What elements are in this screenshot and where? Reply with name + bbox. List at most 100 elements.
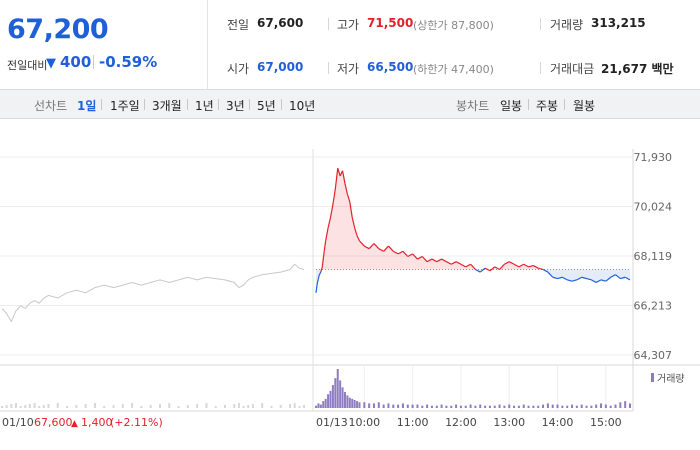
volume-bar-prev-day xyxy=(19,406,22,408)
compare-value: 400 xyxy=(60,53,92,71)
price-segment xyxy=(562,276,568,281)
price-segment xyxy=(542,268,549,273)
volume-bar xyxy=(416,404,419,408)
price-segment xyxy=(576,276,582,281)
area-segment xyxy=(335,168,338,270)
volume-bar-prev-day xyxy=(279,405,282,408)
tab-daily-candle[interactable]: 일봉 xyxy=(500,99,523,113)
y-tick-label: 70,024 xyxy=(634,201,673,214)
area-segment xyxy=(591,269,597,283)
volume-bar xyxy=(484,405,487,408)
prev-close-value: 67,600 xyxy=(257,16,304,30)
volume-bar xyxy=(392,404,395,408)
volume-bar xyxy=(368,403,371,408)
price-segment xyxy=(373,243,380,250)
area-segment xyxy=(417,256,423,270)
price-segment xyxy=(383,245,389,252)
volume-bar-prev-day xyxy=(42,405,45,408)
price-segment xyxy=(610,274,616,278)
area-segment xyxy=(332,188,336,270)
tab-monthly-candle[interactable]: 월봉 xyxy=(573,99,596,113)
volume-bar-prev-day xyxy=(10,404,13,408)
price-segment xyxy=(316,274,320,283)
volume-bar-prev-day xyxy=(186,405,189,408)
area-segment xyxy=(359,240,365,270)
volume-bar xyxy=(401,403,404,408)
volume-bar xyxy=(522,404,525,408)
price-segment xyxy=(620,276,626,280)
volume-bar xyxy=(629,403,631,408)
upper-limit: (상한가 87,800) xyxy=(413,19,494,32)
price-segment xyxy=(489,266,496,272)
area-segment xyxy=(344,183,348,270)
tab-3years[interactable]: 3년 xyxy=(226,99,245,113)
volume-bar-prev-day xyxy=(24,405,27,408)
volume-bar xyxy=(430,405,433,408)
price-segment xyxy=(321,251,325,267)
volume-bar xyxy=(474,405,477,408)
volume-bar-prev-day xyxy=(75,405,78,408)
volume-bar xyxy=(455,404,458,408)
tab-3months[interactable]: 3개월 xyxy=(152,99,182,113)
volume-bar xyxy=(600,403,603,408)
volume-bar xyxy=(464,405,467,408)
volume-bar xyxy=(503,405,506,408)
divider xyxy=(528,99,529,110)
down-triangle-icon: ▼ xyxy=(46,56,56,71)
area-segment xyxy=(407,253,413,270)
price-segment xyxy=(426,258,433,263)
volume-bar-prev-day xyxy=(131,403,134,408)
area-segment xyxy=(340,170,343,270)
area-segment xyxy=(581,269,587,279)
prev-day-change-rate-label: (+2.11%) xyxy=(110,416,163,429)
volume-bar-prev-day xyxy=(242,406,245,408)
price-segment xyxy=(465,263,471,268)
divider xyxy=(540,62,541,74)
volume-bar-prev-day xyxy=(214,406,217,408)
x-tick-label: 11:00 xyxy=(397,416,429,429)
volume-bar xyxy=(459,405,462,408)
area-segment xyxy=(601,269,606,282)
volume-bar xyxy=(585,405,588,408)
price-segment xyxy=(378,248,384,252)
volume-bar xyxy=(387,403,390,408)
price-segment xyxy=(412,253,418,260)
area-segment xyxy=(330,204,333,270)
tab-5years[interactable]: 5년 xyxy=(257,99,276,113)
current-price: 67,200 xyxy=(7,14,109,45)
tab-1year[interactable]: 1년 xyxy=(195,99,214,113)
volume-bar xyxy=(580,404,583,408)
volume-bar xyxy=(358,402,361,408)
price-segment xyxy=(393,250,399,255)
volume-legend-label: 거래량 xyxy=(657,373,685,385)
x-tick-label: 13:00 xyxy=(493,416,525,429)
volume-bar xyxy=(341,387,344,408)
previous-day-series-line xyxy=(1,263,305,323)
area-segment xyxy=(393,251,399,270)
area-segment xyxy=(567,269,573,282)
price-segment xyxy=(538,267,544,271)
trade-amount-label: 거래대금 xyxy=(550,62,595,76)
divider xyxy=(187,99,188,110)
low-label: 저가 xyxy=(337,62,360,76)
tab-weekly-candle[interactable]: 주봉 xyxy=(536,99,559,113)
price-segment xyxy=(508,261,515,265)
volume-bar xyxy=(619,402,622,408)
price-segment xyxy=(552,276,558,280)
area-segment xyxy=(347,194,350,270)
tab-10years[interactable]: 10년 xyxy=(289,99,316,113)
volume-bar xyxy=(331,385,334,408)
tab-1day[interactable]: 1일 xyxy=(77,99,97,113)
tab-1week[interactable]: 1주일 xyxy=(110,99,140,113)
compare-rate: -0.59% xyxy=(99,53,158,71)
volume-bar xyxy=(532,405,535,408)
chart-grid xyxy=(0,149,700,412)
price-segment xyxy=(600,279,607,282)
price-chart[interactable]: 71,930 70,024 68,119 66,213 64,307 거래량 01/10 67… xyxy=(0,119,700,450)
area-segment xyxy=(557,269,563,279)
price-segment xyxy=(318,271,322,275)
price-segment xyxy=(475,268,481,273)
volume-bar-prev-day xyxy=(112,405,115,408)
price-segment xyxy=(547,271,554,278)
volume-bar xyxy=(604,404,607,408)
